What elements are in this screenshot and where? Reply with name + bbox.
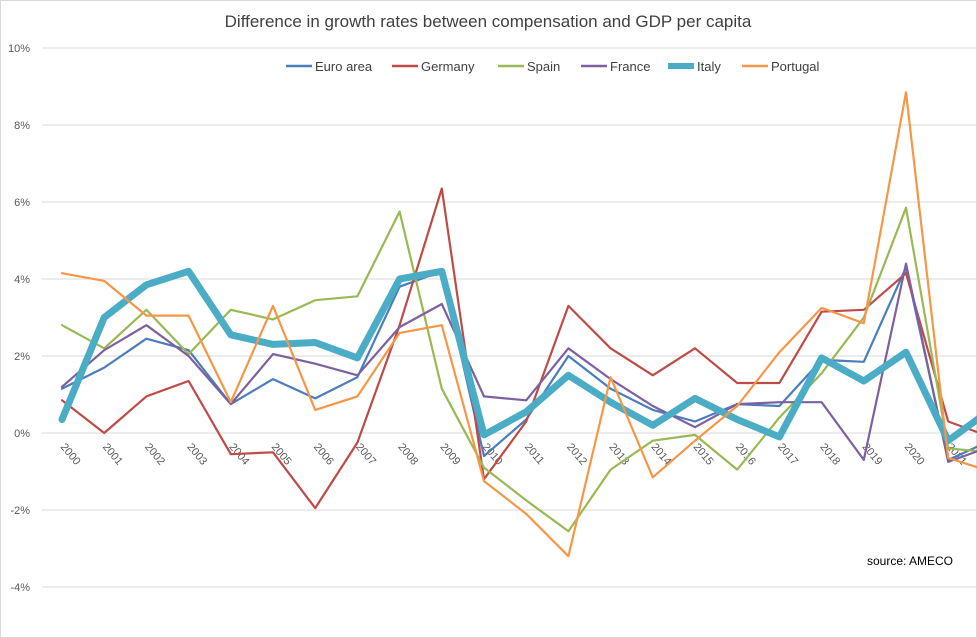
series-line-spain (60, 206, 977, 533)
series-line-italy (58, 267, 977, 445)
y-tick-label: 4% (14, 274, 30, 286)
y-tick-label: 6% (14, 197, 30, 209)
y-tick-label: 10% (8, 43, 30, 55)
legend: Euro area Germany Spain France Italy Portugal (286, 59, 820, 74)
y-tick-label: -2% (10, 505, 30, 517)
series-line-portugal (60, 91, 977, 558)
legend-label: Italy (697, 59, 721, 74)
legend-label: Portugal (771, 59, 820, 74)
series-line-germany (60, 187, 977, 510)
series-lines (58, 91, 977, 558)
source-note: source: AMECO (867, 554, 953, 568)
legend-label: Germany (421, 59, 475, 74)
y-tick-label: 0% (14, 428, 30, 440)
y-tick-label: 8% (14, 120, 30, 132)
y-tick-label: -4% (10, 582, 30, 594)
legend-label: France (610, 59, 650, 74)
legend-label: Euro area (315, 59, 373, 74)
chart-title: Difference in growth rates between compe… (225, 12, 752, 31)
series-line-france (60, 262, 977, 463)
y-axis-ticks: -4% -2% 0% 2% 4% 6% 8% 10% (8, 43, 30, 594)
y-tick-label: 2% (14, 351, 30, 363)
legend-label: Spain (527, 59, 560, 74)
